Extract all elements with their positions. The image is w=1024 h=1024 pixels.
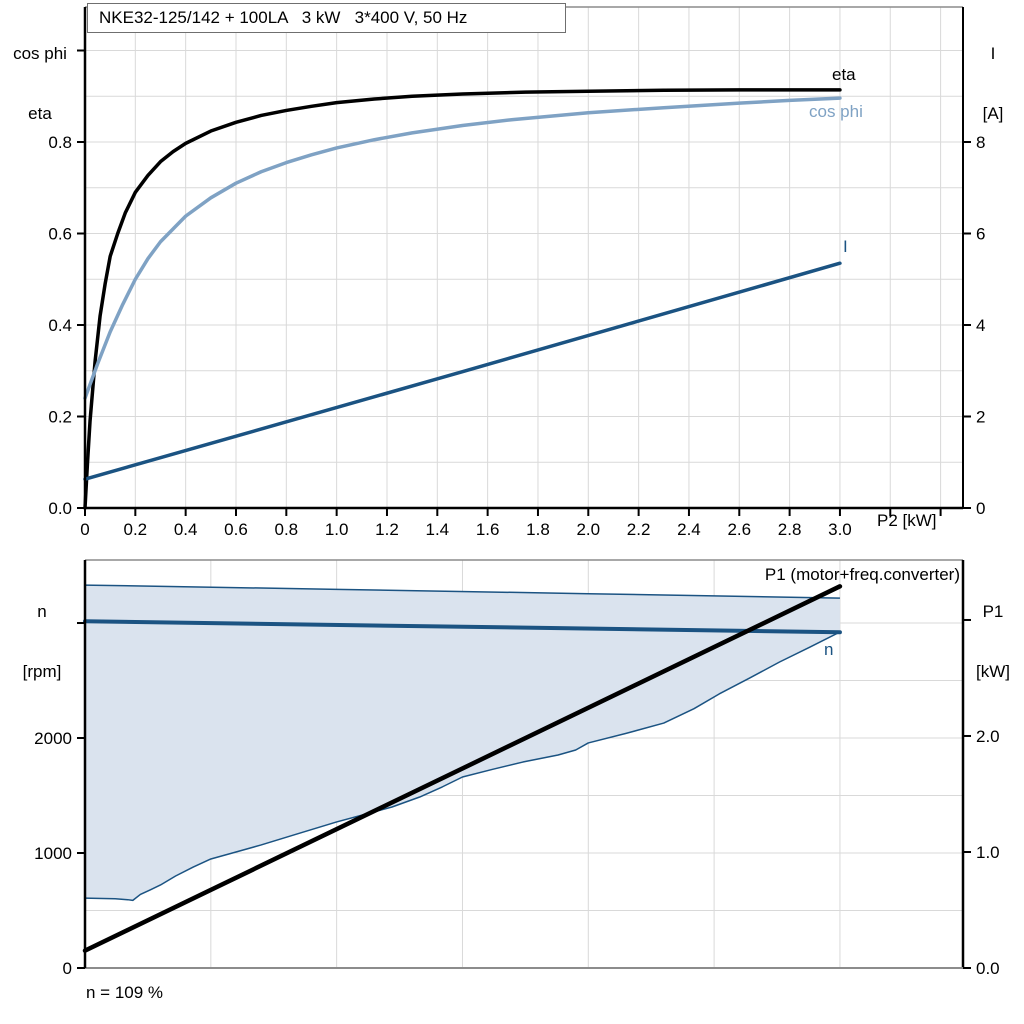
svg-text:0: 0 bbox=[63, 959, 72, 978]
svg-text:1.8: 1.8 bbox=[526, 520, 550, 539]
svg-text:0: 0 bbox=[80, 520, 89, 539]
svg-text:2.0: 2.0 bbox=[576, 520, 600, 539]
axis-title-current: I bbox=[990, 44, 996, 63]
svg-text:1.6: 1.6 bbox=[476, 520, 500, 539]
bottom-right-axis-title: P1 [kW] bbox=[964, 562, 1022, 722]
svg-text:0.8: 0.8 bbox=[274, 520, 298, 539]
svg-text:2.0: 2.0 bbox=[976, 727, 1000, 746]
svg-text:0: 0 bbox=[976, 499, 985, 518]
svg-text:1.4: 1.4 bbox=[425, 520, 449, 539]
svg-text:0.2: 0.2 bbox=[48, 408, 72, 427]
svg-text:0.2: 0.2 bbox=[124, 520, 148, 539]
svg-text:2.8: 2.8 bbox=[778, 520, 802, 539]
svg-text:0.0: 0.0 bbox=[976, 959, 1000, 978]
svg-text:3.0: 3.0 bbox=[828, 520, 852, 539]
speed-curve-label: n bbox=[824, 640, 834, 659]
svg-text:0.6: 0.6 bbox=[48, 225, 72, 244]
axis-title-speed-unit: [rpm] bbox=[22, 662, 62, 681]
svg-text:0.0: 0.0 bbox=[48, 499, 72, 518]
svg-text:2.6: 2.6 bbox=[727, 520, 751, 539]
svg-text:1.0: 1.0 bbox=[325, 520, 349, 539]
svg-text:2000: 2000 bbox=[34, 729, 72, 748]
svg-text:0.6: 0.6 bbox=[224, 520, 248, 539]
axis-title-current-unit: [A] bbox=[982, 104, 1004, 123]
svg-text:0.8: 0.8 bbox=[48, 133, 72, 152]
svg-text:2: 2 bbox=[976, 408, 985, 427]
svg-text:2.2: 2.2 bbox=[627, 520, 651, 539]
axis-title-p1-unit: [kW] bbox=[976, 662, 1010, 681]
svg-text:4: 4 bbox=[976, 316, 985, 335]
chart-title: NKE32-125/142 + 100LA 3 kW 3*400 V, 50 H… bbox=[99, 8, 468, 27]
svg-text:1000: 1000 bbox=[34, 844, 72, 863]
top-right-axis-title: I [A] bbox=[964, 4, 1022, 164]
top-left-axis-title: cos phi eta bbox=[0, 4, 80, 164]
svg-text:1.2: 1.2 bbox=[375, 520, 399, 539]
svg-text:6: 6 bbox=[976, 225, 985, 244]
cos-phi-curve-label: cos phi bbox=[809, 102, 863, 121]
speed-percent-note: n = 109 % bbox=[86, 983, 164, 1002]
axis-title-eta: eta bbox=[28, 104, 52, 123]
svg-text:2.4: 2.4 bbox=[677, 520, 701, 539]
current-curve-label: I bbox=[843, 237, 848, 256]
top-x-axis-title: P2 [kW] bbox=[877, 511, 937, 530]
axis-title-speed: n bbox=[37, 602, 47, 621]
bottom-left-axis-title: n [rpm] bbox=[4, 562, 80, 722]
chart-title-box: NKE32-125/142 + 100LA 3 kW 3*400 V, 50 H… bbox=[87, 3, 566, 33]
axis-title-p1: P1 bbox=[982, 602, 1004, 621]
svg-text:0.4: 0.4 bbox=[174, 520, 198, 539]
axis-title-cos-phi: cos phi bbox=[13, 44, 67, 63]
eta-curve-label: eta bbox=[832, 65, 856, 84]
p1-curve-label: P1 (motor+freq.converter) bbox=[764, 565, 960, 584]
svg-text:0.4: 0.4 bbox=[48, 316, 72, 335]
svg-text:1.0: 1.0 bbox=[976, 843, 1000, 862]
svg-text:8: 8 bbox=[976, 133, 985, 152]
